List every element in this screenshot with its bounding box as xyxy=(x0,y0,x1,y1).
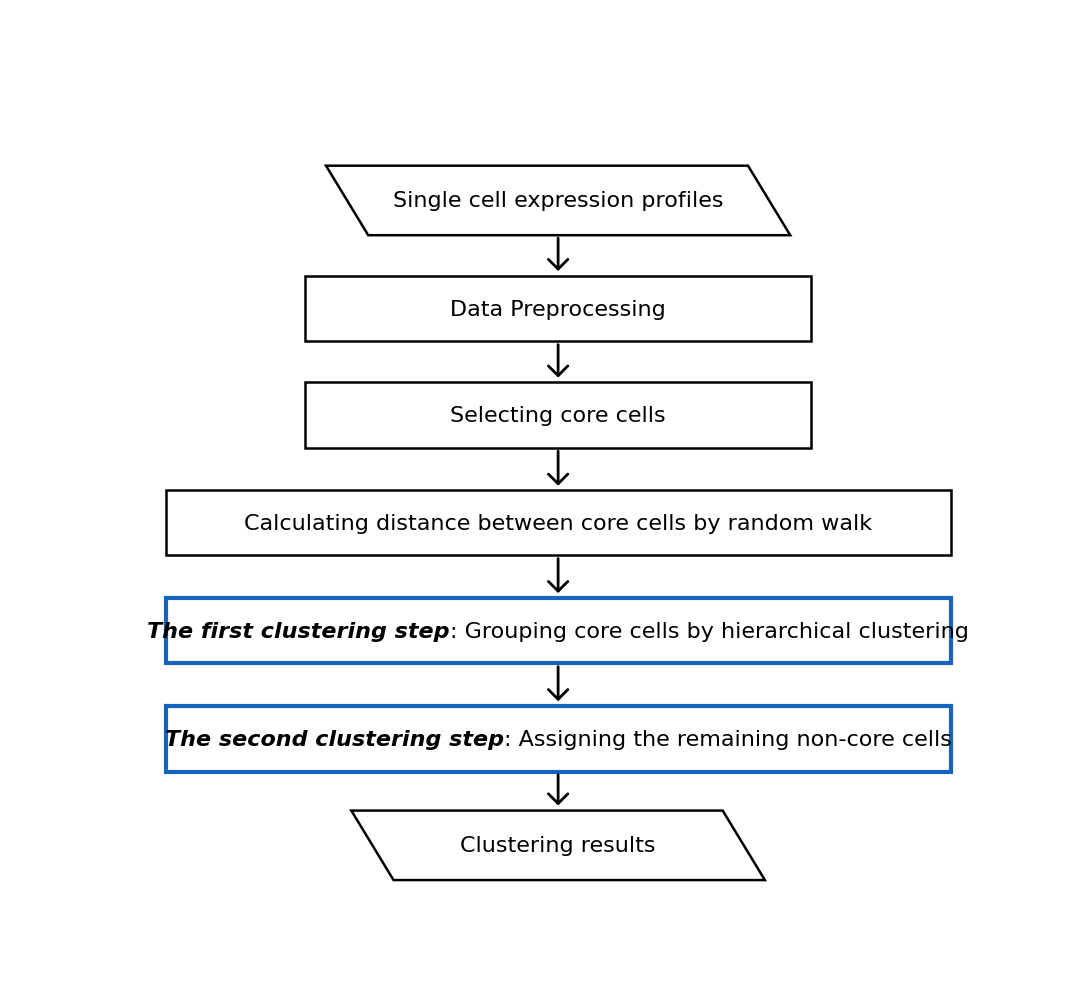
Polygon shape xyxy=(326,166,791,236)
Text: The second clustering step: The second clustering step xyxy=(164,729,504,749)
Bar xyxy=(305,277,811,342)
Text: Data Preprocessing: Data Preprocessing xyxy=(450,300,666,320)
Text: : Grouping core cells by hierarchical clustering: : Grouping core cells by hierarchical cl… xyxy=(450,621,969,641)
Bar xyxy=(166,598,951,663)
Bar xyxy=(166,490,951,556)
Text: Clustering results: Clustering results xyxy=(461,836,656,856)
Bar xyxy=(305,383,811,449)
Text: Single cell expression profiles: Single cell expression profiles xyxy=(393,191,723,211)
Polygon shape xyxy=(352,811,764,880)
Text: : Assigning the remaining non-core cells: : Assigning the remaining non-core cells xyxy=(504,729,952,749)
Text: Calculating distance between core cells by random walk: Calculating distance between core cells … xyxy=(244,513,872,533)
Text: The first clustering step: The first clustering step xyxy=(147,621,450,641)
Text: Selecting core cells: Selecting core cells xyxy=(450,406,666,426)
Bar xyxy=(166,706,951,772)
